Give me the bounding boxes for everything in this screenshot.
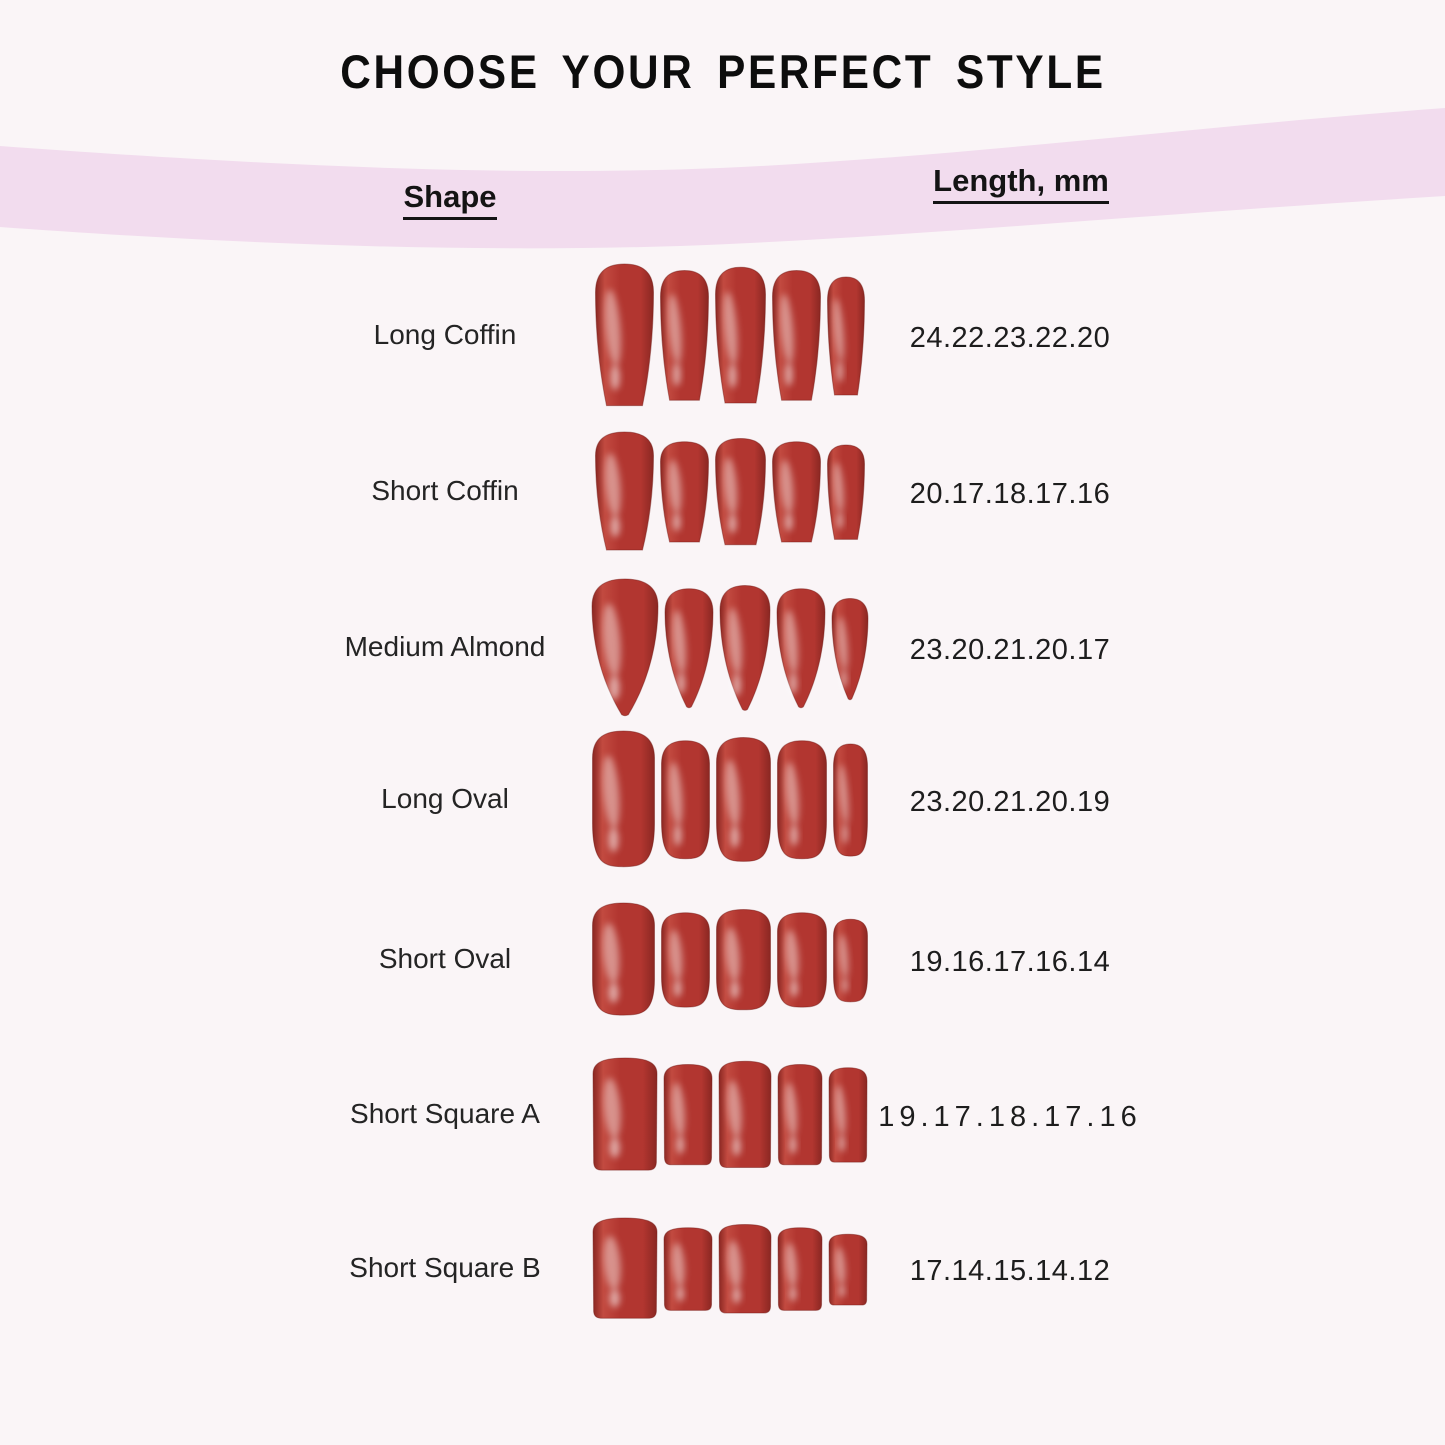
style-row: Short Square A 19.17.18.17.16 bbox=[0, 1050, 1445, 1178]
nail bbox=[828, 1233, 868, 1306]
nail bbox=[831, 598, 869, 701]
column-header-shape: Shape bbox=[360, 179, 540, 220]
length-values: 23.20.21.20.19 bbox=[909, 786, 1111, 819]
style-row: Short Coffin 20.17.18.17.16 bbox=[0, 424, 1445, 558]
nail bbox=[663, 1063, 713, 1166]
shape-name-label: Long Coffin bbox=[373, 318, 517, 350]
style-row: Long Oval 23.20.21.20.19 bbox=[0, 723, 1445, 875]
nail bbox=[771, 270, 821, 401]
style-row: Short Square B 17.14.15.14.12 bbox=[0, 1210, 1445, 1326]
length-values: 19.16.17.16.14 bbox=[909, 946, 1111, 979]
nail bbox=[832, 743, 868, 857]
nail bbox=[592, 1217, 658, 1319]
nail bbox=[592, 1057, 658, 1171]
nail bbox=[591, 578, 659, 717]
shape-header-text: Shape bbox=[403, 179, 497, 220]
pink-wave-shape bbox=[0, 108, 1445, 249]
nail-set-photo-oval bbox=[592, 730, 868, 868]
nail-set-photo-square bbox=[592, 1217, 868, 1319]
length-values: 19.17.18.17.16 bbox=[878, 1101, 1142, 1134]
length-header-text: Length, mm bbox=[933, 163, 1109, 204]
nail-set-photo-coffin bbox=[594, 431, 866, 551]
nail-set-photo-almond bbox=[591, 578, 869, 717]
nail bbox=[595, 263, 655, 407]
nail-set-photo-oval bbox=[592, 902, 868, 1016]
nail-set-photo-coffin bbox=[595, 263, 865, 407]
shape-name-label: Short Coffin bbox=[371, 475, 519, 506]
nail bbox=[826, 276, 865, 396]
length-values: 24.22.23.22.20 bbox=[909, 322, 1111, 355]
nail bbox=[826, 444, 866, 540]
shape-name-label: Short Oval bbox=[378, 942, 512, 974]
style-row: Medium Almond 23.20.21.20.17 bbox=[0, 571, 1445, 723]
nail bbox=[714, 437, 767, 546]
nail bbox=[715, 266, 766, 404]
length-values: 23.20.21.20.17 bbox=[909, 634, 1111, 667]
style-row: Short Oval 19.16.17.16.14 bbox=[0, 895, 1445, 1023]
nail bbox=[716, 908, 771, 1011]
nail bbox=[718, 1060, 772, 1168]
nail bbox=[660, 270, 710, 401]
nail bbox=[777, 1227, 823, 1311]
nail bbox=[776, 588, 826, 709]
nail bbox=[719, 585, 771, 712]
nail bbox=[592, 730, 656, 868]
shape-name-label: Long Oval bbox=[381, 782, 509, 814]
nail bbox=[594, 431, 655, 551]
nail bbox=[659, 441, 710, 543]
length-values: 17.14.15.14.12 bbox=[909, 1255, 1111, 1288]
nail bbox=[832, 918, 868, 1003]
nail bbox=[828, 1067, 868, 1163]
nail bbox=[776, 740, 827, 860]
shape-name-label: Short Square B bbox=[349, 1251, 541, 1283]
nail bbox=[718, 1223, 772, 1314]
nail bbox=[716, 737, 771, 863]
shape-name-label: Medium Almond bbox=[344, 630, 546, 662]
nail bbox=[664, 588, 714, 709]
style-row: Long Coffin 24.22.23.22.20 bbox=[0, 256, 1445, 414]
nail bbox=[661, 740, 711, 860]
nail bbox=[771, 441, 822, 543]
nail bbox=[661, 912, 711, 1008]
shape-name-label: Short Square A bbox=[350, 1097, 540, 1129]
column-header-length: Length, mm bbox=[890, 163, 1152, 204]
length-values: 20.17.18.17.16 bbox=[909, 478, 1111, 511]
nail-set-photo-square bbox=[592, 1057, 868, 1171]
nail bbox=[663, 1227, 713, 1311]
nail bbox=[776, 912, 827, 1008]
nail bbox=[592, 902, 656, 1016]
nail bbox=[777, 1063, 823, 1166]
page-title: CHOOSE YOUR PERFECT STYLE bbox=[339, 45, 1106, 98]
